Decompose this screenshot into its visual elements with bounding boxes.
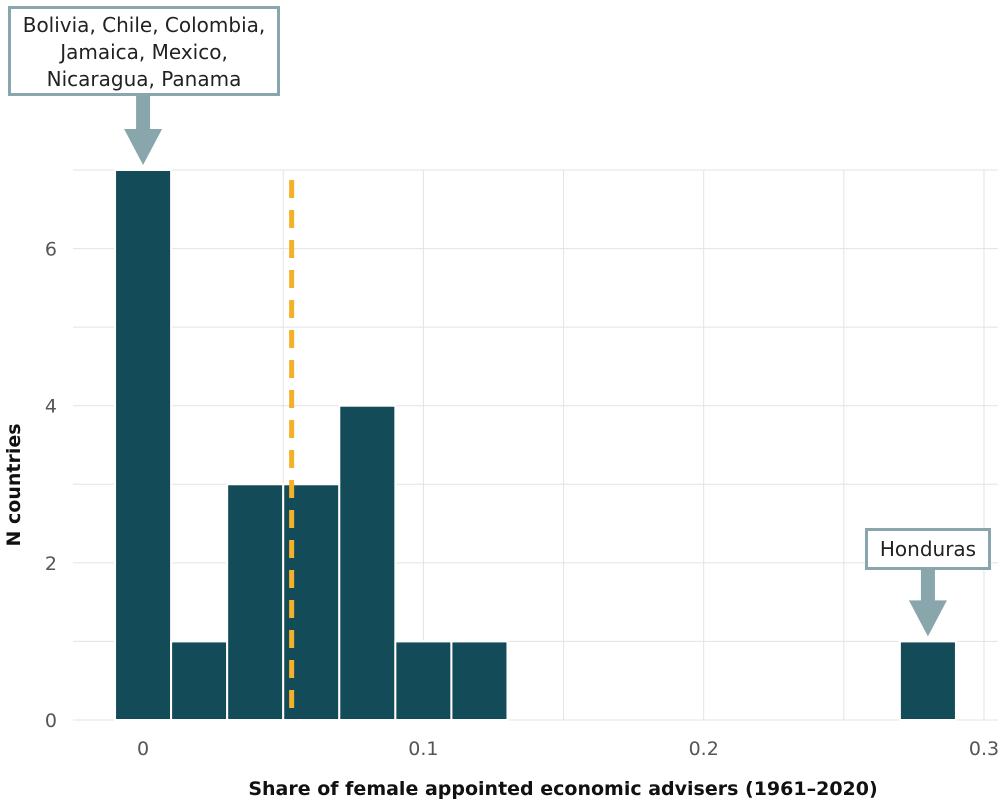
tick-labels: 0 0.1 0.2 0.3 0 2 4 6 (45, 239, 999, 760)
y-tick-label: 4 (45, 396, 57, 418)
histogram-bars (114, 169, 957, 722)
y-tick-label: 2 (45, 553, 57, 575)
annotation-line: Nicaragua, Panama (46, 67, 242, 91)
annotation-arrow (124, 96, 163, 165)
annotation-arrows (124, 96, 947, 637)
x-tick-label: 0.1 (408, 738, 438, 760)
histogram-bar (170, 640, 229, 722)
histogram-bar (450, 640, 509, 722)
annotation-arrow (908, 570, 947, 637)
histogram-bar (394, 640, 453, 722)
x-tick-label: 0 (137, 738, 149, 760)
y-axis-title: N countries (3, 423, 25, 546)
x-tick-label: 0.3 (969, 738, 999, 760)
y-tick-label: 0 (45, 710, 57, 732)
grid-lines (73, 169, 998, 721)
annotation-box-zero-share: Bolivia, Chile, Colombia, Jamaica, Mexic… (8, 6, 280, 96)
histogram-bar (226, 483, 285, 721)
y-tick-label: 6 (45, 239, 57, 261)
x-tick-label: 0.2 (689, 738, 719, 760)
annotation-line: Honduras (879, 537, 977, 561)
annotation-line: Bolivia, Chile, Colombia, (22, 13, 266, 37)
annotation-box-honduras: Honduras (865, 528, 991, 570)
histogram-bar (338, 404, 397, 721)
annotation-line: Jamaica, Mexico, (60, 40, 228, 64)
x-axis-title: Share of female appointed economic advis… (248, 778, 877, 800)
histogram-bar (114, 169, 173, 721)
histogram-bar (898, 640, 957, 722)
